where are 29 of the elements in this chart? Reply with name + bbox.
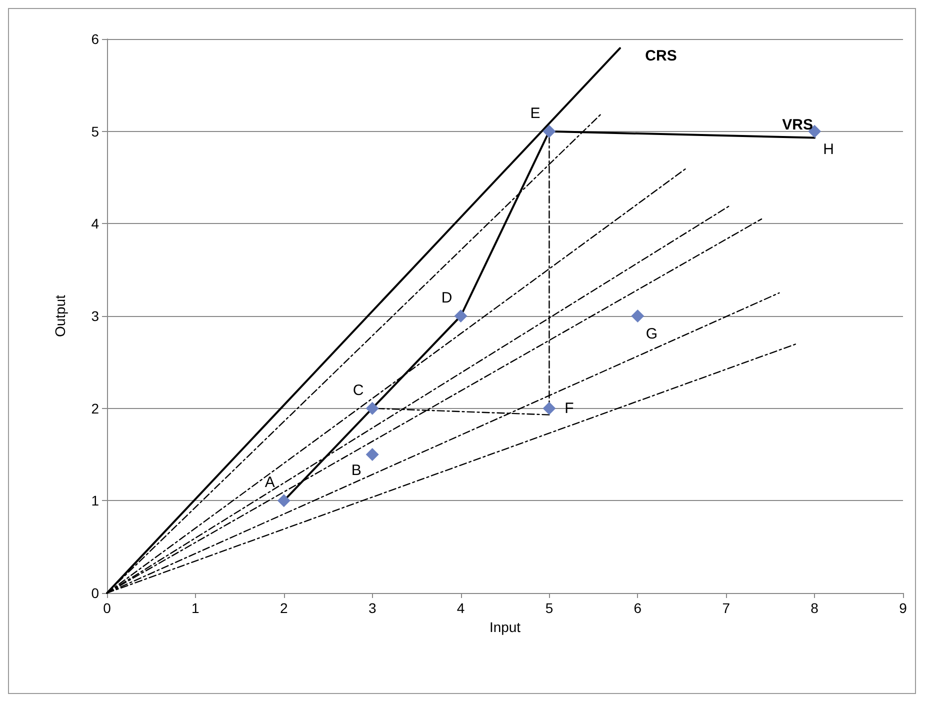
y-tick-label: 0: [91, 585, 100, 601]
x-tick-label: 9: [899, 600, 908, 616]
x-tick-label: 4: [456, 600, 465, 616]
y-tick-label: 6: [91, 31, 100, 47]
x-tick-label: 1: [192, 600, 200, 616]
series-label: G: [646, 326, 658, 342]
x-axis-title: Input: [489, 618, 521, 635]
series-label: CRS: [645, 48, 677, 65]
x-tick-label: 3: [368, 600, 376, 616]
y-tick-label: 1: [91, 492, 100, 509]
series-label: C: [352, 382, 364, 399]
y-tick-label: 5: [91, 123, 100, 140]
y-tick-label: 2: [91, 400, 100, 416]
y-tick-label: 3: [91, 308, 100, 324]
x-tick-label: 7: [722, 600, 730, 616]
series-label: H: [823, 140, 834, 158]
series-label: VRS: [782, 116, 813, 134]
x-tick-label: 8: [810, 600, 819, 616]
x-tick-label: 6: [634, 600, 642, 616]
series-label: D: [441, 290, 452, 306]
series-label: F: [564, 400, 574, 417]
x-tick-label: 2: [280, 600, 288, 616]
series-label: A: [264, 474, 275, 492]
x-tick-label: 5: [545, 600, 554, 616]
series-label: B: [351, 462, 362, 479]
series-label: E: [530, 104, 540, 122]
x-tick-label: 0: [103, 600, 112, 616]
y-tick-label: 4: [91, 216, 100, 232]
y-axis-title: Output: [52, 294, 68, 338]
